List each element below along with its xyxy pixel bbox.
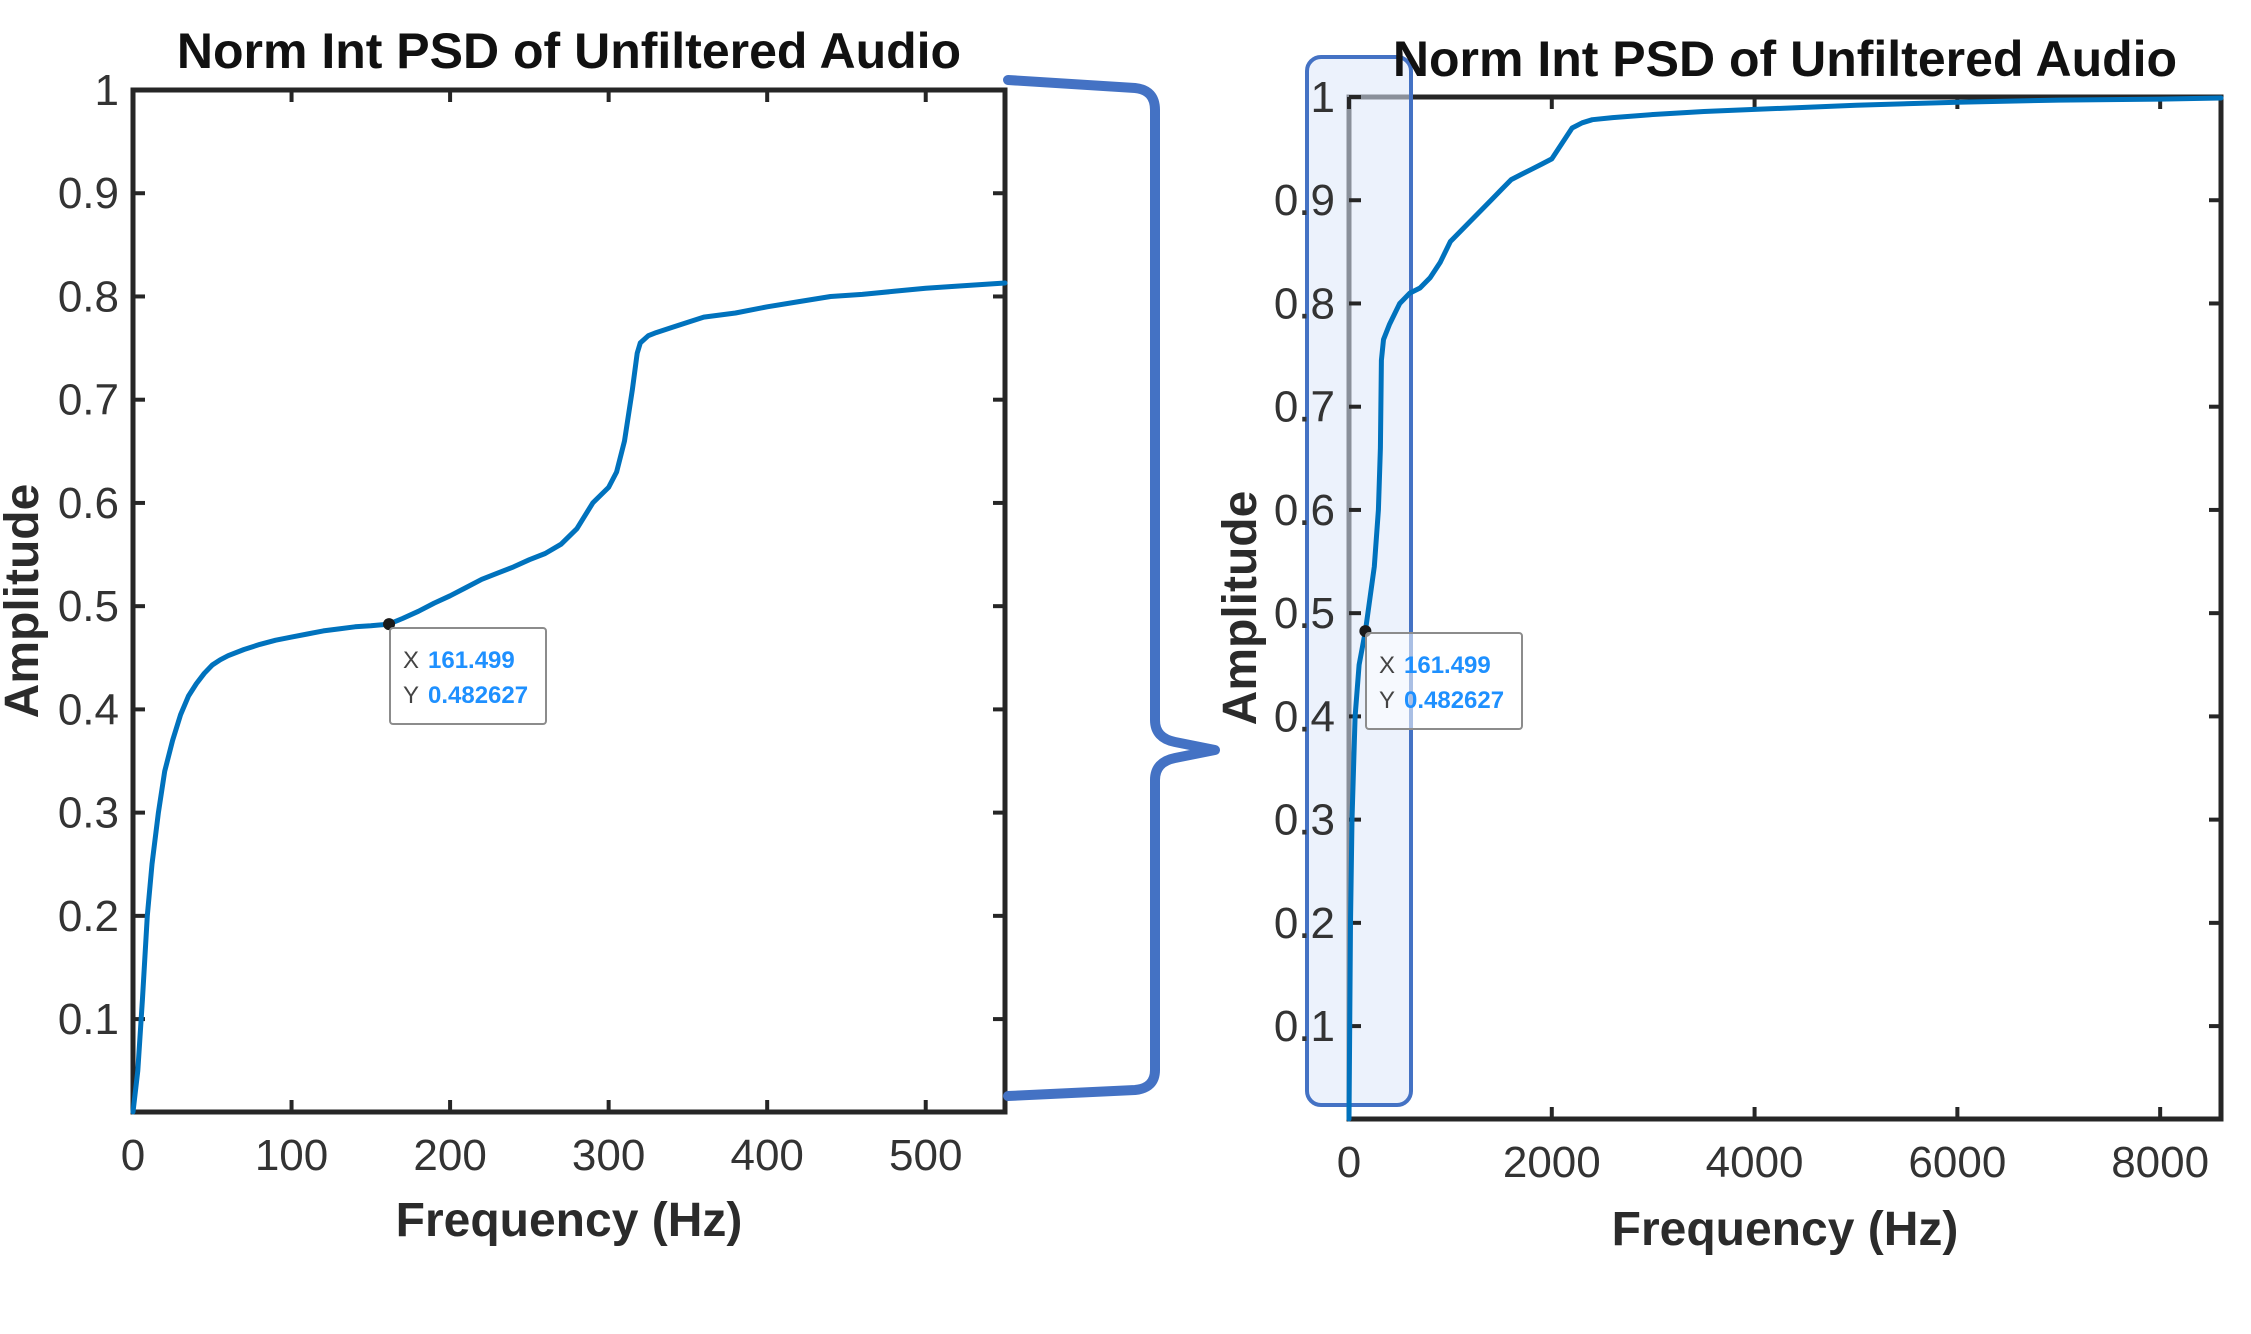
left-chart-title: Norm Int PSD of Unfiltered Audio (177, 23, 961, 79)
right-ytick-label: 1 (1311, 73, 1335, 122)
left-datatip-x-value: 161.499 (428, 647, 515, 674)
right-datatip-x-value: 161.499 (1404, 652, 1491, 679)
left-ytick-label: 0.7 (58, 376, 119, 425)
left-ytick-label: 0.1 (58, 995, 119, 1044)
right-ytick-label: 0.3 (1274, 796, 1335, 845)
left-y-axis-label: Amplitude (0, 484, 49, 719)
zoom-brace (1003, 75, 1220, 1101)
right-chart-title: Norm Int PSD of Unfiltered Audio (1393, 31, 2177, 87)
right-xtick-label: 0 (1337, 1138, 1361, 1187)
left-xtick-label: 300 (572, 1131, 645, 1180)
left-ytick-label: 1 (95, 66, 119, 115)
left-xtick-label: 200 (413, 1131, 486, 1180)
left-datatip: X 161.499 Y 0.482627 (389, 627, 547, 725)
right-ytick-label: 0.4 (1274, 692, 1335, 741)
right-ytick-label: 0.7 (1274, 383, 1335, 432)
left-ytick-label: 0.8 (58, 272, 119, 321)
left-ytick-label: 0.6 (58, 479, 119, 528)
chart-right: 0 2000 4000 6000 8000 0.1 0.2 0.3 0.4 0.5 0.6 0.7 0.… (1214, 31, 2224, 1256)
chart-left: 0 100 200 300 400 500 0.1 0.2 0.3 0.4 0.5 0.6 0.7 0.8… (0, 23, 1008, 1247)
left-xtick-label: 400 (730, 1131, 803, 1180)
left-xtick-label: 500 (889, 1131, 962, 1180)
right-datatip-box (1365, 632, 1523, 730)
right-xtick-label: 8000 (2111, 1138, 2209, 1187)
right-tick-labels: 0 2000 4000 6000 8000 0.1 0.2 0.3 0.4 0.5 0.6 0.7 0.… (1274, 73, 2209, 1187)
right-x-axis-label: Frequency (Hz) (1612, 1203, 1959, 1256)
right-y-axis-label: Amplitude (1214, 491, 1267, 726)
left-xtick-label: 0 (121, 1131, 145, 1180)
left-datatip-box (389, 627, 547, 725)
left-axes-frame (130, 87, 1008, 1115)
right-ytick-label: 0.2 (1274, 899, 1335, 948)
right-datatip-y-value: 0.482627 (1404, 687, 1504, 714)
right-datatip-y-key: Y (1379, 687, 1395, 714)
right-datatip-x-key: X (1379, 652, 1395, 679)
right-axes-frame (1346, 94, 2224, 1122)
right-datatip: X 161.499 Y 0.482627 (1365, 632, 1523, 730)
left-ytick-label: 0.5 (58, 582, 119, 631)
left-tick-labels: 0 100 200 300 400 500 0.1 0.2 0.3 0.4 0.5 0.6 0.7 0.8… (58, 66, 963, 1180)
left-datatip-y-value: 0.482627 (428, 682, 528, 709)
left-series-line (130, 280, 1008, 1115)
left-datatip-y-key: Y (403, 682, 419, 709)
right-ytick-label: 0.6 (1274, 486, 1335, 535)
left-datatip-x-key: X (403, 647, 419, 674)
right-ytick-label: 0.5 (1274, 589, 1335, 638)
right-xtick-label: 6000 (1908, 1138, 2006, 1187)
right-series-line (1346, 95, 2224, 1122)
right-ytick-label: 0.9 (1274, 176, 1335, 225)
left-x-axis-label: Frequency (Hz) (396, 1194, 743, 1247)
right-highlight-region (1305, 55, 1413, 1107)
right-ytick-label: 0.8 (1274, 279, 1335, 328)
left-ytick-label: 0.3 (58, 789, 119, 838)
left-ytick-label: 0.2 (58, 892, 119, 941)
right-xtick-label: 4000 (1706, 1138, 1804, 1187)
right-xtick-label: 2000 (1503, 1138, 1601, 1187)
left-ytick-label: 0.4 (58, 685, 119, 734)
left-ytick-label: 0.9 (58, 169, 119, 218)
right-ytick-label: 0.1 (1274, 1002, 1335, 1051)
left-xtick-label: 100 (255, 1131, 328, 1180)
left-ticks (131, 88, 1005, 1112)
